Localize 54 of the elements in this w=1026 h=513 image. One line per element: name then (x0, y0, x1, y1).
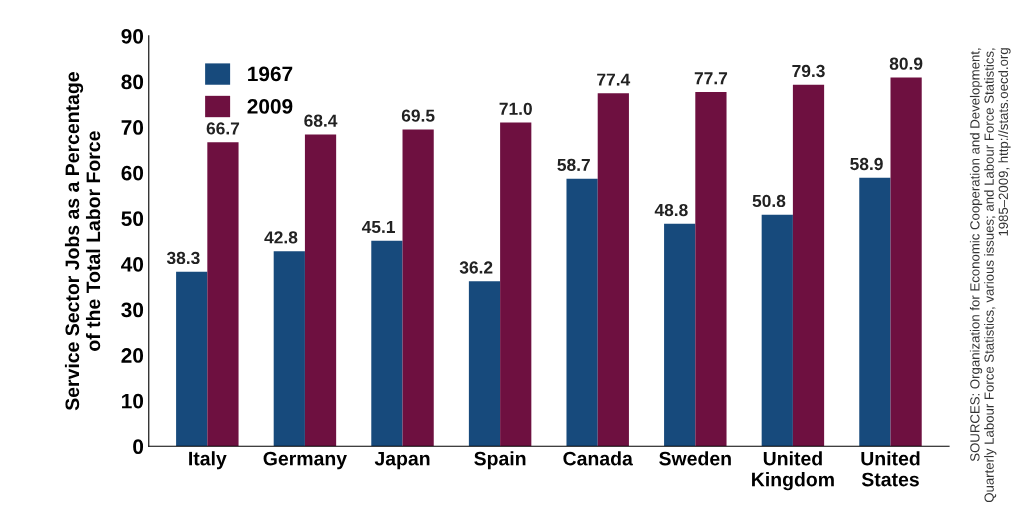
bar (695, 92, 727, 447)
data-label: 79.3 (792, 64, 825, 78)
data-label: 58.9 (850, 157, 883, 171)
data-label: 48.8 (654, 203, 688, 217)
data-label: 80.9 (889, 57, 923, 70)
y-tick-label: 10 (122, 393, 144, 409)
data-label: 68.4 (304, 114, 338, 127)
bar (792, 84, 825, 447)
x-tick-label: Canada (563, 451, 633, 466)
y-tick-label: 40 (121, 256, 144, 272)
y-tick-label: 50 (121, 211, 144, 227)
x-tick-label: Japan (374, 451, 430, 470)
data-label: 58.7 (557, 158, 590, 172)
data-label: 36.2 (459, 261, 493, 274)
bar (176, 271, 208, 447)
x-tick-label: United Kingdom (752, 451, 834, 491)
data-label: 77.4 (597, 73, 631, 86)
bar (402, 129, 434, 447)
bar (664, 223, 696, 447)
data-label: 42.8 (264, 231, 298, 244)
bar (566, 178, 598, 447)
y-axis-title: Service Sector Jobs as a Percentage of the Total Labor Force (64, 72, 101, 411)
x-tick-label: Germany (263, 451, 347, 470)
bar (761, 214, 793, 447)
data-label: 77.7 (694, 72, 728, 85)
x-tick-label: Spain (474, 451, 526, 470)
y-tick-label: 0 (133, 439, 144, 455)
bar (597, 93, 629, 447)
data-label: 50.8 (752, 194, 786, 208)
data-label: 38.3 (166, 251, 200, 265)
y-tick-label: 90 (121, 28, 144, 44)
bar (304, 134, 337, 447)
y-tick-label: 30 (121, 302, 144, 318)
legend-label: 2009 (247, 98, 293, 114)
x-tick-label: Italy (189, 451, 227, 470)
y-tick-label: 60 (121, 165, 144, 181)
bar (207, 142, 239, 447)
bar (371, 240, 403, 447)
x-tick-label: Sweden (659, 451, 731, 466)
y-tick-label: 20 (121, 348, 144, 363)
bar (859, 177, 891, 447)
bar (500, 122, 532, 447)
x-tick-label: United States (861, 451, 920, 487)
data-label: 45.1 (361, 220, 395, 234)
bar (273, 251, 305, 447)
legend-label: 1967 (248, 66, 293, 82)
y-tick-label: 80 (121, 74, 144, 90)
data-label: 69.5 (401, 109, 435, 122)
source-note: SOURCES: Organization for Economic Cooperation and Development, Quarterly Labour Force Statistics, various issues; and Labour Force Statistics, 1985–2009, http://stats.oecd.org (969, 48, 1011, 503)
data-label: 66.7 (206, 122, 240, 135)
bar (890, 77, 922, 447)
data-label: 71.0 (499, 102, 532, 115)
y-tick-label: 70 (121, 120, 144, 135)
bar (468, 281, 501, 447)
